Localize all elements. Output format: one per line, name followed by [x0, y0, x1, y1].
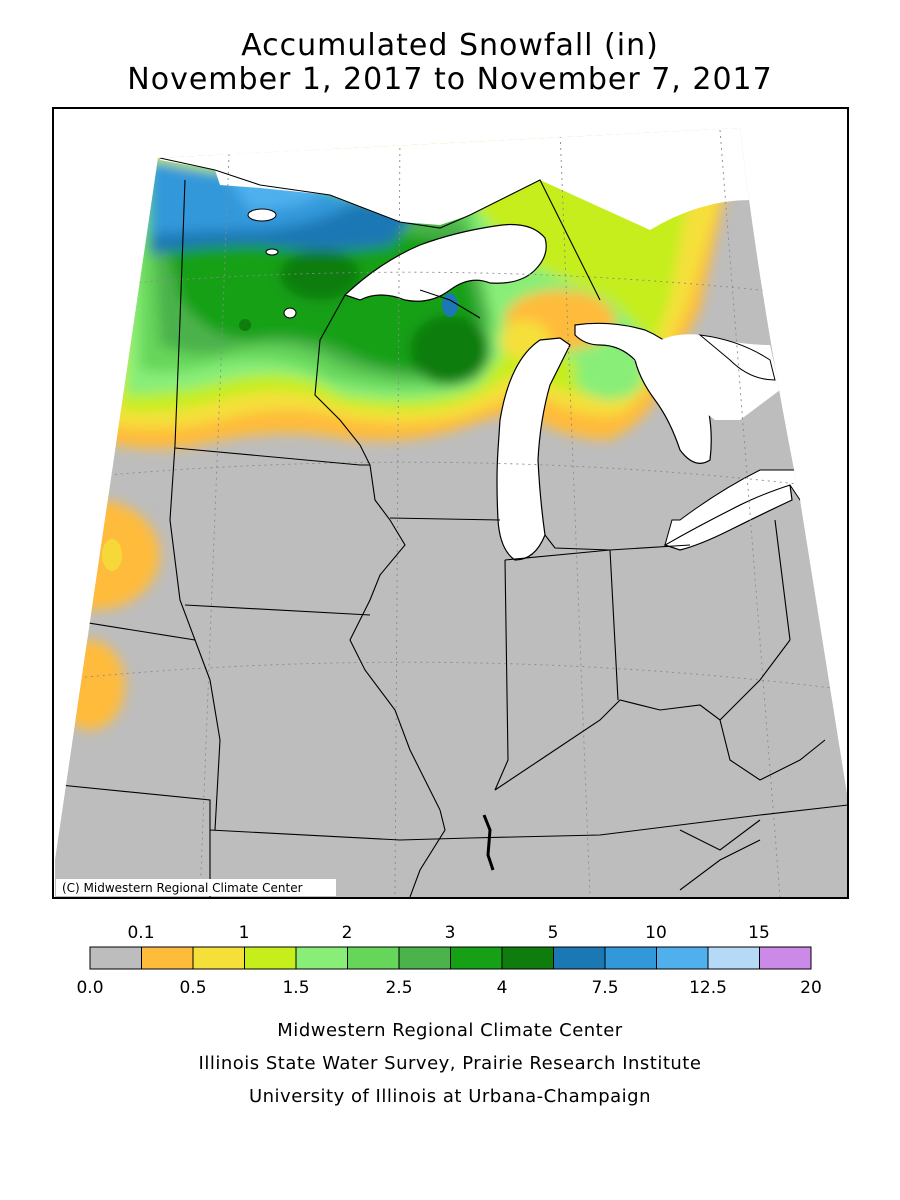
lake-michigan: [496, 337, 571, 561]
credit-line: Illinois State Water Survey, Prairie Res…: [198, 1053, 702, 1074]
legend-bottom-label: 20: [800, 978, 822, 998]
legend-bottom-label: 4: [497, 978, 508, 998]
legend-bottom-label: 12.5: [689, 978, 727, 998]
legend-top-labels: 0.1 1 2 3 5 10 15: [127, 923, 769, 943]
legend-swatch: [501, 946, 554, 970]
legend-top-label: 15: [748, 923, 770, 943]
legend-swatch: [707, 946, 760, 970]
legend-swatch: [553, 946, 606, 970]
lake-superior: [343, 223, 547, 302]
legend-swatch: [295, 946, 348, 970]
legend-swatch: [141, 946, 194, 970]
copyright-box: [56, 879, 336, 896]
legend-swatch: [656, 946, 709, 970]
legend-swatch: [89, 946, 142, 970]
legend-top-label: 5: [548, 923, 559, 943]
legend-bottom-label: 2.5: [385, 978, 412, 998]
legend-swatch: [398, 946, 451, 970]
state-boundaries: [59, 157, 848, 897]
legend-swatch: [450, 946, 503, 970]
legend-swatch: [347, 946, 400, 970]
legend-top-label: 1: [239, 923, 250, 943]
legend-top-label: 0.1: [127, 923, 154, 943]
legend-bottom-labels: 0.0 0.5 1.5 2.5 4 7.5 12.5 20: [76, 978, 821, 998]
map-subtitle: November 1, 2017 to November 7, 2017: [127, 62, 773, 97]
legend-top-label: 3: [445, 923, 456, 943]
legend-bottom-label: 1.5: [282, 978, 309, 998]
legend-top-label: 2: [342, 923, 353, 943]
legend-bottom-label: 0.0: [76, 978, 103, 998]
credit-line: University of Illinois at Urbana-Champai…: [248, 1086, 652, 1107]
map-title: Accumulated Snowfall (in): [241, 28, 659, 63]
legend-swatch: [244, 946, 297, 970]
legend-bottom-label: 0.5: [179, 978, 206, 998]
map-border: [52, 107, 849, 899]
snowfall-field: [55, 128, 848, 897]
color-legend: 0.1 1 2 3 5 10 15 0.0 0.5 1.5 2.5 4 7.5 …: [76, 923, 821, 998]
credit-line: Midwestern Regional Climate Center: [277, 1020, 623, 1041]
legend-top-label: 10: [645, 923, 667, 943]
copyright-text: (C) Midwestern Regional Climate Center: [62, 881, 303, 895]
legend-color-boxes: [89, 946, 812, 970]
legend-swatch: [192, 946, 245, 970]
legend-swatch: [604, 946, 657, 970]
legend-bottom-label: 7.5: [591, 978, 618, 998]
legend-swatch: [759, 946, 812, 970]
